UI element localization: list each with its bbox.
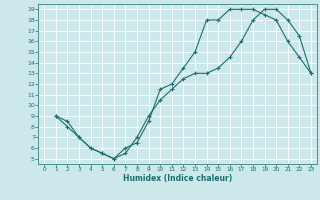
X-axis label: Humidex (Indice chaleur): Humidex (Indice chaleur)	[123, 174, 232, 183]
